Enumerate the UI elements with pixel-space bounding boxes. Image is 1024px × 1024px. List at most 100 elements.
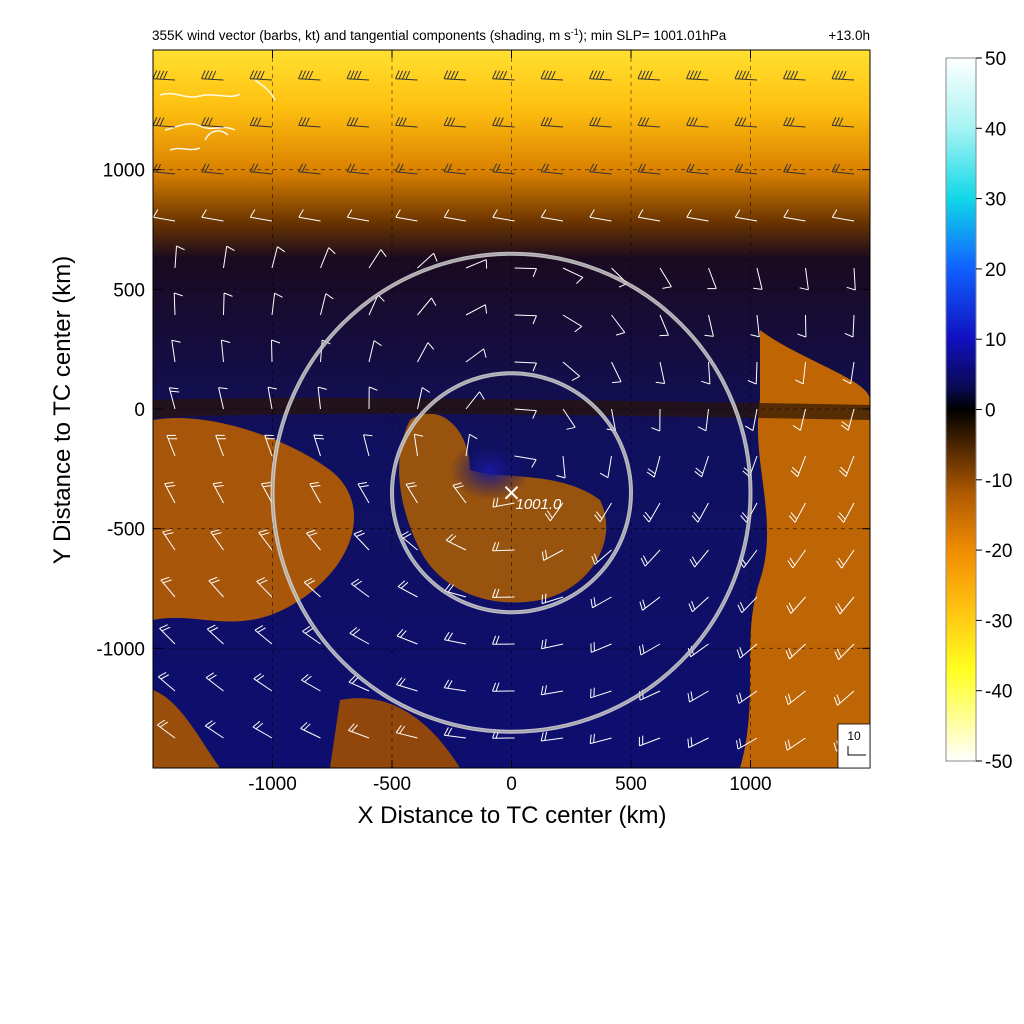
wind-barb: [256, 577, 273, 598]
wind-barb: [640, 549, 661, 567]
wind-barb: [320, 247, 336, 269]
wind-barb: [687, 690, 709, 703]
wind-barb: [353, 530, 370, 551]
wind-barb: [736, 737, 758, 750]
wind-barb: [540, 116, 564, 128]
wind-barb: [589, 116, 612, 128]
wind-barb: [540, 163, 564, 175]
wind-barb: [443, 679, 467, 692]
range-circle-inner: [391, 372, 632, 613]
wind-barb: [201, 70, 224, 81]
wind-barb: [838, 455, 855, 477]
colorbar-tick-label: 0: [985, 401, 996, 422]
colorbar-tick-label: -10: [985, 471, 1012, 492]
wind-barb: [514, 267, 537, 278]
wind-barb: [298, 116, 321, 128]
wind-barb: [689, 549, 709, 568]
wind-barb: [831, 209, 855, 222]
wind-barb: [212, 481, 224, 504]
wind-barb: [223, 245, 235, 269]
wind-barb: [589, 163, 612, 175]
wind-barb: [253, 673, 273, 692]
colorbar-tick-label: 50: [985, 49, 1006, 70]
x-axis: -1000 -500 0 500 1000: [248, 50, 772, 795]
wind-barb: [348, 675, 370, 692]
wind-barb: [395, 70, 418, 81]
wind-barb: [707, 267, 717, 290]
wind-barb: [736, 690, 758, 704]
colorbar-tick-label: 30: [985, 190, 1006, 211]
wind-barb: [637, 70, 661, 81]
wind-barb: [395, 209, 418, 222]
range-circles: [270, 251, 753, 734]
y-tick-label: -1000: [96, 639, 145, 660]
x-tick-label: -500: [373, 774, 411, 795]
wind-barb: [643, 502, 661, 523]
wind-barb: [783, 116, 806, 128]
wind-barb: [443, 727, 467, 739]
wind-barb: [397, 580, 418, 598]
wind-barb: [417, 252, 438, 269]
wind-barb: [514, 455, 537, 468]
wind-barb: [562, 361, 581, 382]
wind-barb: [785, 643, 806, 660]
wind-barb: [562, 267, 584, 284]
wind-barb: [249, 163, 273, 175]
wind-barb: [544, 502, 564, 522]
y-axis-title: Y Distance to TC center (km): [49, 256, 76, 565]
wind-barb: [465, 348, 487, 363]
colorbar-tick-label: -20: [985, 541, 1012, 562]
wind-barb: [637, 163, 661, 175]
colorbar-tick-label: -40: [985, 682, 1012, 703]
wind-barb: [210, 529, 224, 551]
wind-barb: [562, 408, 576, 430]
wind-barb: [159, 624, 176, 645]
wind-barb: [445, 533, 467, 551]
wind-barb: [541, 593, 564, 605]
wind-barb: [396, 628, 418, 645]
wind-barb: [540, 685, 564, 696]
wind-barb: [166, 434, 178, 457]
x-tick-label: 1000: [729, 774, 771, 795]
wind-barb: [417, 387, 431, 410]
wind-barb: [792, 408, 806, 431]
wind-barb: [368, 386, 378, 410]
wind-barb: [267, 386, 277, 410]
wind-barb: [540, 70, 564, 81]
wind-barb: [443, 116, 467, 128]
wind-barb: [846, 267, 856, 291]
wind-barb: [218, 387, 228, 410]
wind-barb: [492, 541, 515, 552]
x-tick-label: 500: [615, 774, 647, 795]
wind-barb: [736, 643, 758, 659]
wind-barb: [790, 455, 806, 477]
colorbar: 50 40 30 20 10 0 -10 -20 -30 -40 -50: [945, 49, 1012, 773]
wind-barb: [405, 482, 418, 504]
wind-barb: [346, 70, 370, 81]
wind-barb: [171, 339, 181, 363]
x-icon: [504, 486, 519, 500]
wind-barb: [837, 502, 855, 523]
wind-barb: [465, 304, 488, 316]
wind-barb: [303, 577, 321, 598]
y-axis: 1000 500 0 -500 -1000: [96, 161, 870, 660]
wind-barb: [834, 643, 855, 660]
colorbar-tick-label: -50: [985, 752, 1012, 773]
colorbar-ramp: [945, 57, 977, 762]
wind-barb: [514, 314, 537, 325]
wind-barb: [599, 455, 612, 479]
wind-barb: [254, 625, 273, 645]
wind-barb: [737, 596, 758, 614]
wind-barb: [363, 434, 373, 457]
wind-barb: [794, 361, 806, 385]
wind-barb: [492, 116, 515, 128]
wind-barb: [413, 433, 424, 457]
wind-barb: [646, 455, 661, 478]
wind-barb: [594, 502, 612, 523]
wind-barb: [153, 116, 176, 128]
wind-barb: [835, 596, 855, 615]
shading-orange-south: [330, 698, 460, 768]
wind-barb: [395, 116, 418, 128]
wind-barb: [686, 163, 709, 175]
